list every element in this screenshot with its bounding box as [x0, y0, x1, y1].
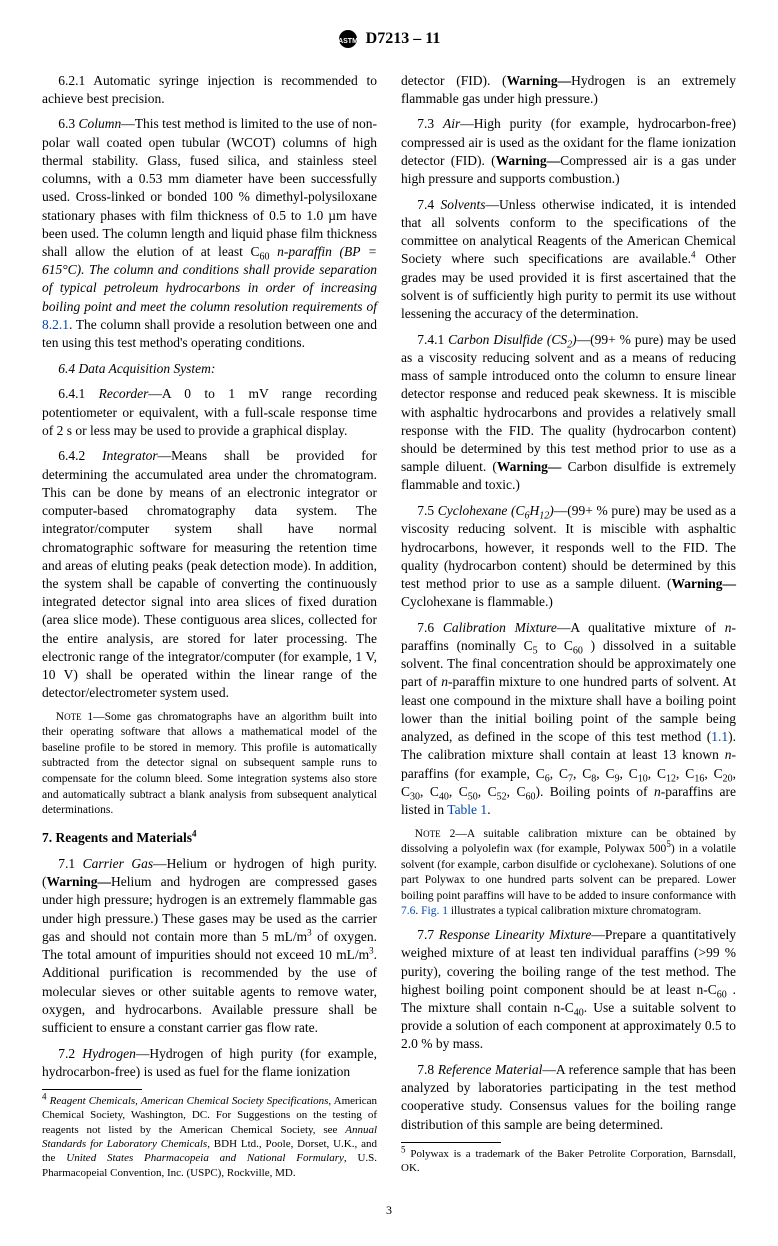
para-7-3: 7.3 Air—High purity (for example, hydroc… — [401, 115, 736, 188]
para-7-5: 7.5 Cyclohexane (C6H12)—(99+ % pure) may… — [401, 502, 736, 611]
page-number: 3 — [42, 1202, 736, 1218]
para-6-4-1: 6.4.1 Recorder—A 0 to 1 mV range recordi… — [42, 385, 377, 440]
link-8-2-1[interactable]: 8.2.1 — [42, 317, 69, 332]
para-7-2: 7.2 Hydrogen—Hydrogen of high purity (fo… — [42, 1045, 377, 1081]
title-air: Air — [443, 116, 460, 131]
svg-text:ASTM: ASTM — [338, 38, 358, 45]
para-6-4-2: 6.4.2 Integrator—Means shall be provided… — [42, 447, 377, 702]
para-6-3: 6.3 Column—This test method is limited t… — [42, 115, 377, 352]
warning-label: Warning— — [671, 576, 736, 591]
heading-7: 7. Reagents and Materials4 — [42, 829, 377, 847]
link-1-1[interactable]: 1.1 — [711, 729, 728, 744]
link-fig-1[interactable]: Fig. 1 — [421, 905, 448, 917]
footnote-rule-right — [401, 1142, 501, 1143]
title-hydrogen: Hydrogen — [82, 1046, 136, 1061]
para-6-2-1: 6.2.1 Automatic syringe injection is rec… — [42, 72, 377, 108]
warning-label: Warning— — [507, 73, 572, 88]
para-7-1: 7.1 Carrier Gas—Helium or hydrogen of hi… — [42, 855, 377, 1037]
para-7-4-1: 7.4.1 Carbon Disulfide (CS2)—(99+ % pure… — [401, 331, 736, 495]
para-7-2-cont: detector (FID). (Warning—Hydrogen is an … — [401, 72, 736, 108]
footnote-4: 4 Reagent Chemicals, American Chemical S… — [42, 1094, 377, 1180]
link-7-6[interactable]: 7.6 — [401, 905, 415, 917]
body-columns: 6.2.1 Automatic syringe injection is rec… — [42, 72, 736, 1184]
note-2: NOTE 2—A suitable calibration mixture ca… — [401, 827, 736, 920]
para-6-4: 6.4 Data Acquisition System: — [42, 360, 377, 378]
standard-number: D7213 – 11 — [366, 30, 441, 47]
warning-label: Warning— — [47, 874, 112, 889]
title-reference-material: Reference Material — [438, 1062, 543, 1077]
footnote-ref-4: 4 — [192, 829, 197, 839]
title-carrier-gas: Carrier Gas — [83, 856, 154, 871]
title-cyclohexane: Cyclohexane (C6H12) — [438, 503, 554, 518]
footnote-rule-left — [42, 1089, 142, 1090]
para-7-7: 7.7 Response Linearity Mixture—Prepare a… — [401, 926, 736, 1054]
note-1: NOTE 1—Some gas chromatographs have an a… — [42, 710, 377, 819]
title-column: Column — [78, 116, 121, 131]
page-header: ASTM D7213 – 11 — [42, 28, 736, 50]
title-solvents: Solvents — [440, 197, 485, 212]
warning-label: Warning— — [497, 459, 562, 474]
para-7-6: 7.6 Calibration Mixture—A qualitative mi… — [401, 619, 736, 819]
title-recorder: Recorder — [99, 386, 149, 401]
link-table-1[interactable]: Table 1 — [447, 802, 487, 817]
footnote-5: 5 Polywax is a trademark of the Baker Pe… — [401, 1147, 736, 1176]
title-response-linearity: Response Linearity Mixture — [439, 927, 591, 942]
para-7-8: 7.8 Reference Material—A reference sampl… — [401, 1061, 736, 1134]
title-integrator: Integrator — [102, 448, 158, 463]
astm-logo: ASTM — [338, 29, 358, 49]
para-7-4: 7.4 Solvents—Unless otherwise indicated,… — [401, 196, 736, 324]
warning-label: Warning— — [496, 153, 561, 168]
title-cs2: Carbon Disulfide (CS2) — [448, 332, 576, 347]
title-calibration: Calibration Mixture — [443, 620, 557, 635]
